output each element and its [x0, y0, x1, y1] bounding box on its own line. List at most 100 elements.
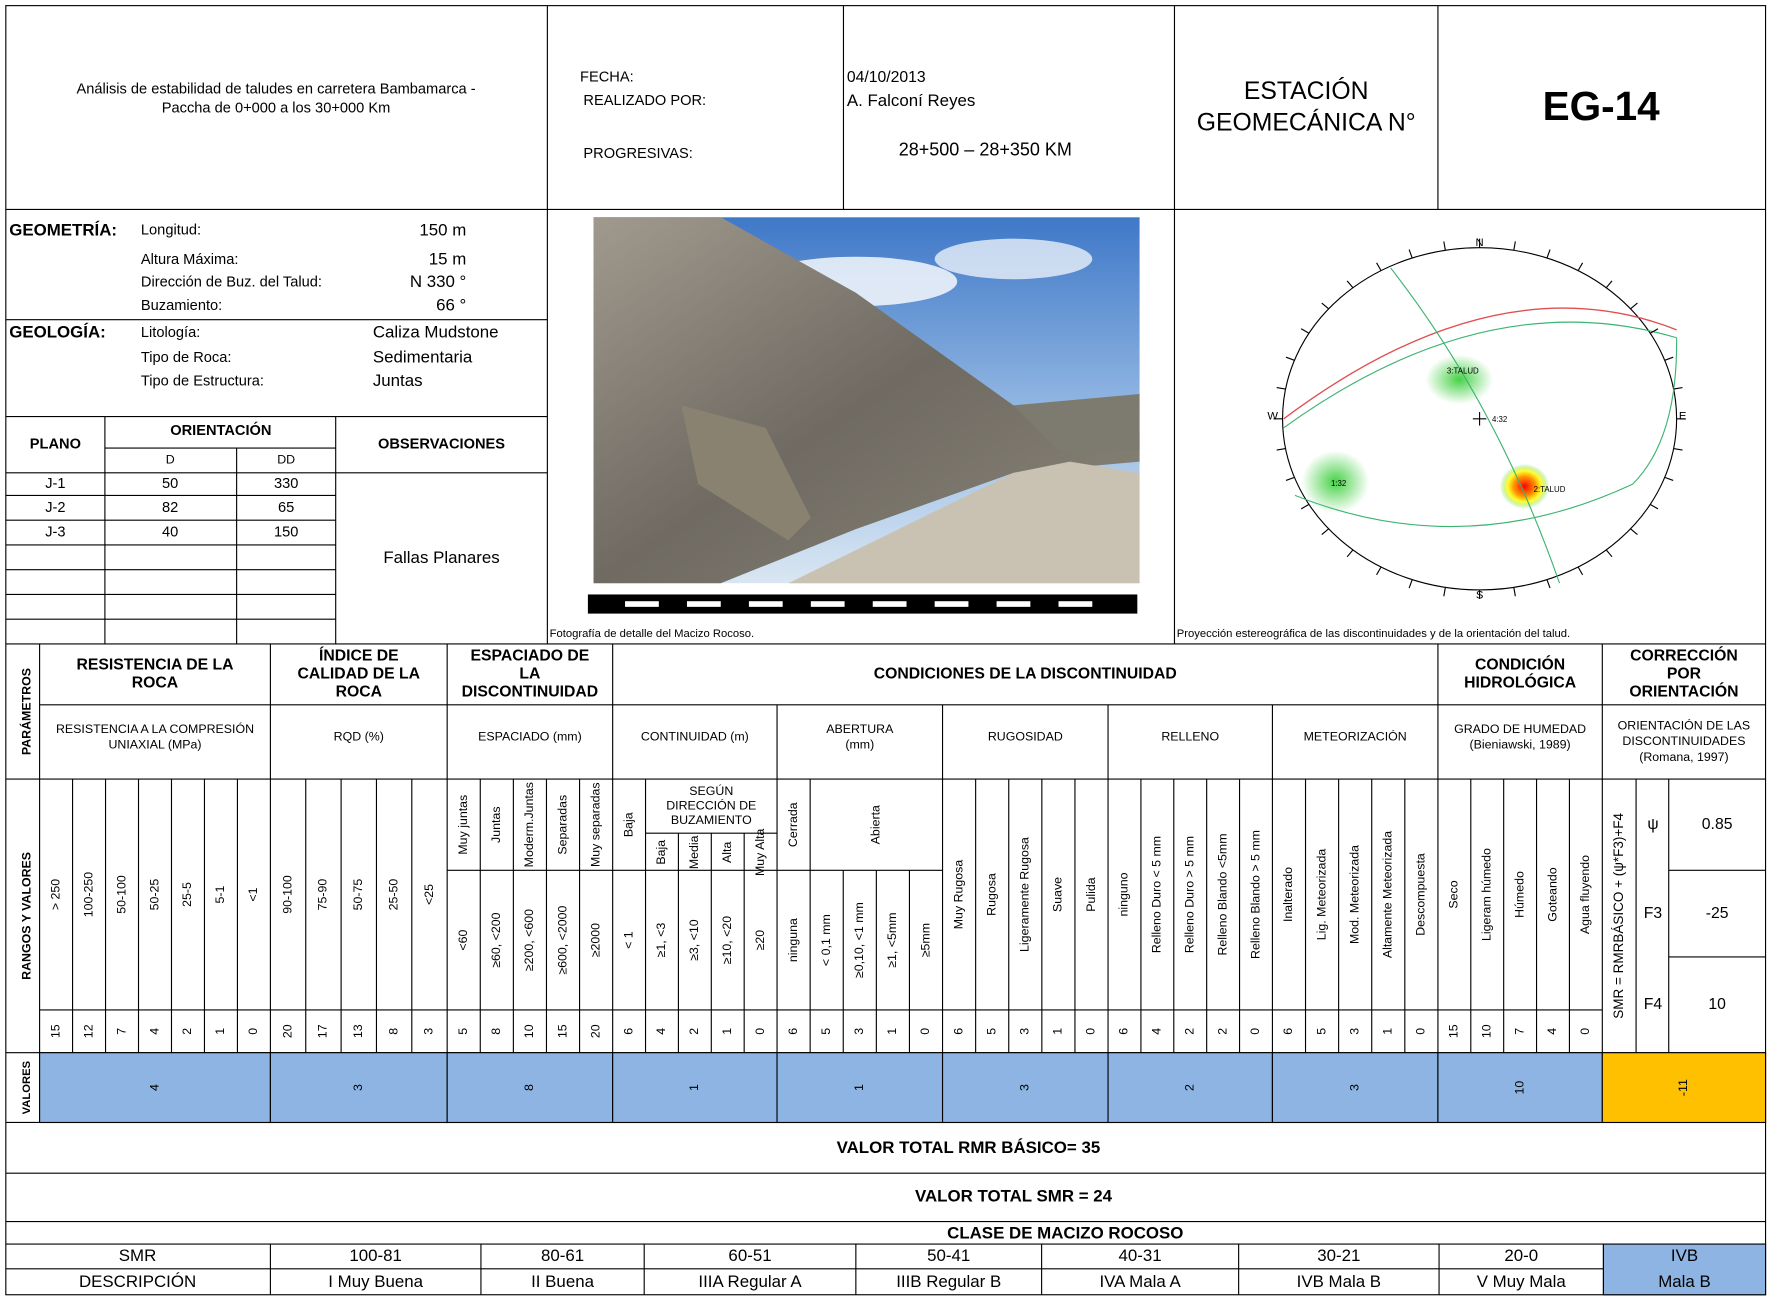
label: 82 [162, 500, 178, 516]
label: ≥3, <10 [687, 919, 701, 961]
label: LA [519, 666, 540, 683]
score: 6 [1281, 1028, 1295, 1035]
station-label: ESTACIÓN [1244, 78, 1369, 105]
score: 5 [456, 1028, 470, 1035]
score: 10 [522, 1024, 536, 1038]
label: OBSERVACIONES [378, 437, 505, 453]
frame [5, 5, 1767, 1296]
label: ORIENTACIÓN [170, 421, 271, 439]
label: Mala B [1658, 1272, 1711, 1291]
stereonet-tick [1408, 579, 1413, 589]
label: < 1 [621, 931, 635, 949]
label: Húmedo [1512, 871, 1526, 918]
label: 65 [278, 500, 294, 516]
label: ≥0,10, <1 mm [852, 902, 866, 978]
stereonet-tick [1276, 386, 1286, 390]
label: 50-75 [351, 879, 365, 911]
label: <25 [422, 884, 436, 905]
label: D [166, 453, 175, 467]
score: 20 [588, 1024, 602, 1038]
stereonet-tick [1285, 356, 1295, 361]
score: 13 [351, 1024, 365, 1038]
label: RQD (%) [334, 730, 384, 744]
label: POR [1667, 666, 1702, 683]
label: IVA Mala A [1099, 1272, 1181, 1291]
label: ≥60, <200 [489, 912, 503, 967]
label: Separadas [555, 795, 569, 855]
label: Buzamiento: [141, 298, 222, 314]
label: S [1476, 590, 1484, 602]
label: IVB Mala B [1297, 1272, 1381, 1291]
score: 7 [1512, 1028, 1526, 1035]
label: DD [277, 453, 295, 467]
score: 5 [1314, 1028, 1328, 1035]
score: 15 [555, 1024, 569, 1038]
stereonet-tick [1577, 262, 1584, 271]
stereonet-tick [1321, 302, 1330, 310]
label: 0.85 [1702, 816, 1733, 833]
stereonet-tick [1673, 447, 1683, 451]
label: 150 [274, 524, 298, 540]
stereonet-tick [1649, 503, 1659, 510]
score: 4 [1545, 1028, 1559, 1035]
label: 50-41 [927, 1246, 970, 1265]
value: 3 [1347, 1084, 1361, 1091]
stereonet-tick [1664, 476, 1674, 481]
label: 50 [162, 476, 178, 492]
label: VALORES [21, 1060, 33, 1114]
score: 0 [1084, 1028, 1098, 1035]
label: ninguna [786, 918, 800, 962]
label: CONTINUIDAD (m) [641, 730, 749, 744]
score: 3 [1018, 1028, 1032, 1035]
stereonet-tick [1376, 566, 1382, 576]
label: CLASE DE MACIZO ROCOSO [947, 1223, 1183, 1242]
score: 15 [1447, 1024, 1461, 1038]
label: ≥10, <20 [720, 916, 734, 965]
photo [587, 217, 1140, 614]
station-label: GEOMECÁNICA N° [1197, 109, 1416, 136]
label: Ligeram húmedo [1480, 848, 1494, 941]
label: ≥20 [753, 930, 767, 951]
label: 28+500 – 28+350 KM [899, 140, 1072, 160]
label: Litología: [141, 325, 200, 341]
score: 5 [819, 1028, 833, 1035]
label: ROCA [336, 684, 382, 701]
label: E [1679, 411, 1687, 423]
stereonet-tick [1605, 549, 1613, 558]
stereonet-tick [1300, 328, 1310, 334]
total-smr: VALOR TOTAL SMR = 24 [915, 1186, 1113, 1205]
label: Alta [720, 842, 734, 863]
label: IIIA Regular A [698, 1272, 802, 1291]
label: Abierta [869, 805, 883, 844]
label: RESISTENCIA DE LA [77, 657, 234, 674]
label: ESPACIADO (mm) [478, 730, 582, 744]
label: Muy Rugosa [951, 860, 965, 930]
label: (mm) [845, 738, 874, 752]
score: 15 [48, 1024, 62, 1038]
label: ESPACIADO DE [471, 648, 590, 665]
label: J-1 [45, 476, 65, 492]
label: Fotografía de detalle del Macizo Rocoso. [550, 628, 755, 640]
label: Pulida [1084, 877, 1098, 912]
stereonet-tick [1346, 549, 1354, 558]
label: I Muy Buena [328, 1272, 423, 1291]
stereonet-tick [1513, 241, 1516, 251]
station-id: EG-14 [1543, 83, 1661, 129]
stereonet-tick [1376, 262, 1382, 271]
label: RUGOSIDAD [988, 730, 1063, 744]
score: 4 [147, 1028, 161, 1035]
score: 8 [386, 1028, 400, 1035]
label: FECHA: [580, 70, 634, 86]
score: 6 [951, 1028, 965, 1035]
label: ≥5mm [918, 923, 932, 957]
label: DISCONTINUIDAD [462, 684, 599, 701]
label: DIRECCIÓN DE [666, 797, 756, 812]
stereonet-tick [1664, 356, 1674, 361]
score: 1 [1381, 1028, 1395, 1035]
label: 10 [1708, 996, 1726, 1013]
label: 25-5 [180, 882, 194, 907]
score: 0 [1578, 1028, 1592, 1035]
label: Agua fluyendo [1578, 855, 1592, 934]
score: 1 [213, 1028, 227, 1035]
score: 2 [687, 1028, 701, 1035]
